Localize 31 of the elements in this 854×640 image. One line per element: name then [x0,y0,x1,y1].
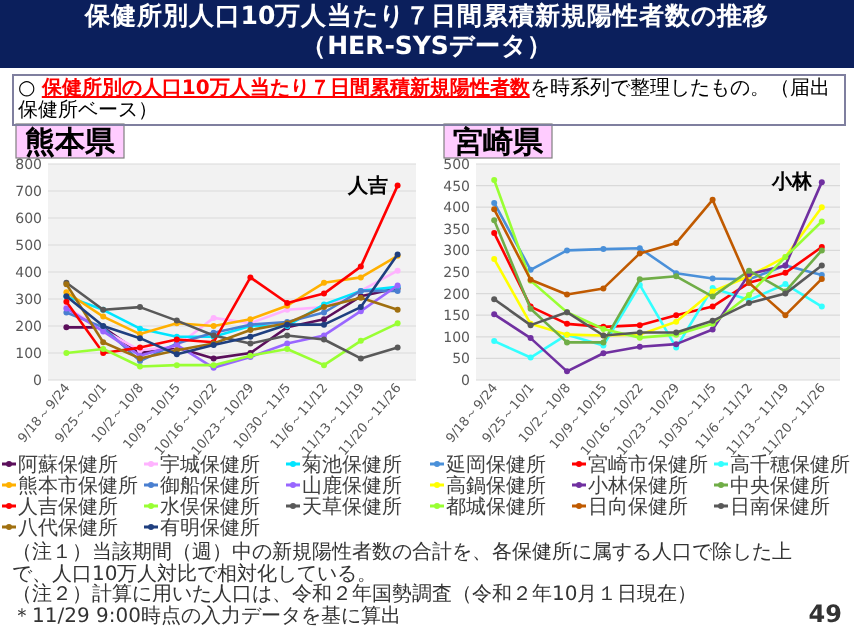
legend-label: 八代保健所 [18,516,118,540]
legend-label: 日南保健所 [730,495,830,519]
annotation: 小林 [769,170,814,195]
legend-label: 天草保健所 [302,495,402,519]
chart-title: 熊本県 [25,124,117,160]
legend-label: 高千穂保健所 [730,453,850,477]
legend-label: 山鹿保健所 [302,474,402,498]
legend-label: 中央保健所 [730,474,830,498]
legend-label: 高鍋保健所 [446,474,546,498]
legend-label: 熊本市保健所 [18,474,138,498]
legend-label: 御船保健所 [160,474,260,498]
text: （注２）計算に用いた人口は、令和２年国勢調査（令和２年10月１日現在） [12,584,700,606]
legend-label: 小林保健所 [588,474,688,498]
legend-label: 有明保健所 [160,516,260,540]
legend-label: 宇城保健所 [160,453,260,477]
text: 49 [808,600,842,628]
annotation: 人吉 [345,173,388,198]
legend-label: 人吉保健所 [18,495,118,519]
legend-label: 日向保健所 [588,495,688,519]
legend-label: 阿蘇保健所 [18,453,118,477]
legend-label: 都城保健所 [446,495,546,519]
text: 保健所別人口10万人当たり７日間累積新規陽性者数の推移 [82,0,772,30]
text: （注１）当該期間（週）中の新規陽性者数の合計を、各保健所に属する人口で除した上で、人口10万人対比で相対化している。 [12,542,792,585]
legend-label: 宮崎市保健所 [588,453,708,477]
text: （HER-SYSデータ） [299,30,555,60]
legend-label: 菊池保健所 [302,453,402,477]
text: ○ 保健所別の人口10万人当たり７日間累積新規陽性者数を時系列で整理したもの。（届出保健所ベース） [18,78,830,122]
text: ＊11/29 9:00時点の入力データを基に算出 [12,605,403,628]
legend-label: 水俣保健所 [160,495,260,519]
chart-title: 宮崎県 [453,124,545,160]
legend-label: 延岡保健所 [444,453,546,477]
